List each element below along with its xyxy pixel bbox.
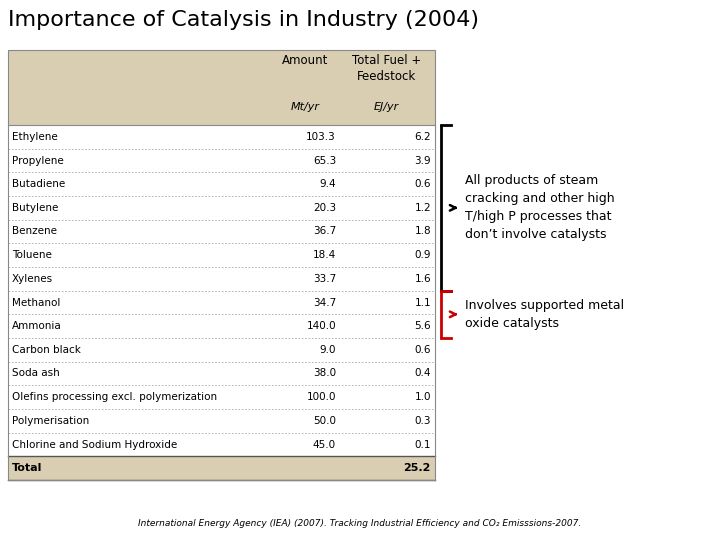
- Bar: [8, 244, 435, 267]
- Text: 34.7: 34.7: [312, 298, 336, 307]
- Text: 103.3: 103.3: [306, 132, 336, 142]
- Bar: [8, 148, 435, 172]
- Text: Ethylene: Ethylene: [12, 132, 58, 142]
- Text: 0.4: 0.4: [415, 368, 431, 379]
- Bar: [8, 267, 435, 291]
- Bar: [8, 409, 435, 433]
- Text: 18.4: 18.4: [312, 250, 336, 260]
- Bar: [8, 314, 435, 338]
- Text: Total Fuel +
Feedstock: Total Fuel + Feedstock: [352, 54, 421, 83]
- Text: 38.0: 38.0: [313, 368, 336, 379]
- Bar: [8, 125, 435, 148]
- Text: Xylenes: Xylenes: [12, 274, 53, 284]
- Text: All products of steam
cracking and other high
T/high P processes that
don’t invo: All products of steam cracking and other…: [465, 174, 615, 241]
- Text: EJ/yr: EJ/yr: [374, 102, 399, 112]
- Bar: [8, 433, 435, 456]
- Text: 1.0: 1.0: [415, 392, 431, 402]
- Text: Carbon black: Carbon black: [12, 345, 81, 355]
- Bar: [8, 220, 435, 244]
- Text: 9.0: 9.0: [320, 345, 336, 355]
- Text: 1.2: 1.2: [415, 203, 431, 213]
- Text: 36.7: 36.7: [312, 226, 336, 237]
- Bar: [8, 362, 435, 386]
- Text: Methanol: Methanol: [12, 298, 60, 307]
- Text: 6.2: 6.2: [415, 132, 431, 142]
- Bar: [8, 172, 435, 196]
- Text: 0.3: 0.3: [415, 416, 431, 426]
- Text: Soda ash: Soda ash: [12, 368, 60, 379]
- Bar: [8, 456, 435, 480]
- Text: International Energy Agency (IEA) (2007). Tracking Industrial Efficiency and CO₂: International Energy Agency (IEA) (2007)…: [138, 519, 582, 528]
- Text: Involves supported metal
oxide catalysts: Involves supported metal oxide catalysts: [465, 299, 624, 330]
- Bar: [8, 50, 435, 480]
- Bar: [8, 338, 435, 362]
- Text: Amount: Amount: [282, 54, 329, 67]
- Text: Total: Total: [12, 463, 42, 473]
- Text: Polymerisation: Polymerisation: [12, 416, 89, 426]
- Text: 140.0: 140.0: [307, 321, 336, 331]
- Text: 25.2: 25.2: [404, 463, 431, 473]
- Text: Importance of Catalysis in Industry (2004): Importance of Catalysis in Industry (200…: [8, 10, 479, 30]
- Text: 1.6: 1.6: [415, 274, 431, 284]
- Text: 0.9: 0.9: [415, 250, 431, 260]
- Text: 33.7: 33.7: [312, 274, 336, 284]
- Text: 0.1: 0.1: [415, 440, 431, 449]
- Text: 20.3: 20.3: [313, 203, 336, 213]
- Text: Chlorine and Sodium Hydroxide: Chlorine and Sodium Hydroxide: [12, 440, 177, 449]
- Bar: [8, 50, 435, 125]
- Text: Ammonia: Ammonia: [12, 321, 62, 331]
- Text: Olefins processing excl. polymerization: Olefins processing excl. polymerization: [12, 392, 217, 402]
- Text: Propylene: Propylene: [12, 156, 64, 165]
- Text: 50.0: 50.0: [313, 416, 336, 426]
- Text: Benzene: Benzene: [12, 226, 57, 237]
- Text: 5.6: 5.6: [415, 321, 431, 331]
- Bar: [8, 386, 435, 409]
- Text: 1.1: 1.1: [415, 298, 431, 307]
- Text: Mt/yr: Mt/yr: [291, 102, 320, 112]
- Text: 1.8: 1.8: [415, 226, 431, 237]
- Text: 0.6: 0.6: [415, 179, 431, 189]
- Bar: [8, 196, 435, 220]
- Text: Butylene: Butylene: [12, 203, 58, 213]
- Text: 45.0: 45.0: [313, 440, 336, 449]
- Bar: [8, 291, 435, 314]
- Text: 65.3: 65.3: [312, 156, 336, 165]
- Text: 9.4: 9.4: [320, 179, 336, 189]
- Text: 100.0: 100.0: [307, 392, 336, 402]
- Text: Butadiene: Butadiene: [12, 179, 66, 189]
- Text: 0.6: 0.6: [415, 345, 431, 355]
- Text: 3.9: 3.9: [415, 156, 431, 165]
- Text: Toluene: Toluene: [12, 250, 52, 260]
